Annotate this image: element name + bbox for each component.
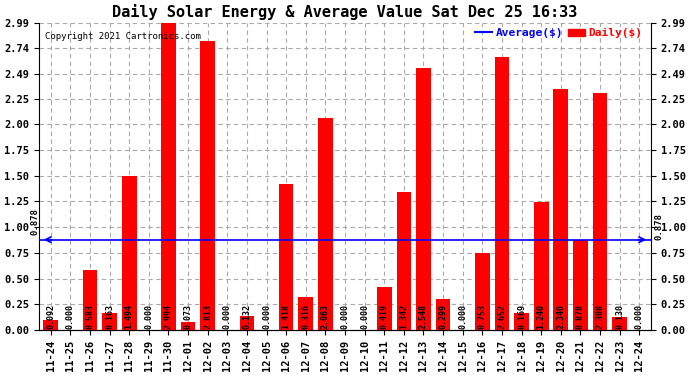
Bar	[161, 22, 176, 330]
Text: 0.000: 0.000	[144, 304, 153, 329]
Text: 0.163: 0.163	[105, 304, 114, 329]
Text: 0.753: 0.753	[478, 304, 487, 329]
Bar	[593, 93, 607, 330]
Bar	[279, 184, 293, 330]
Text: 0.000: 0.000	[340, 304, 350, 329]
Bar	[43, 320, 58, 330]
Bar	[573, 240, 588, 330]
Bar	[495, 57, 509, 330]
Text: 2.994: 2.994	[164, 304, 173, 329]
Bar	[514, 312, 529, 330]
Bar	[534, 202, 549, 330]
Text: 0.316: 0.316	[302, 304, 310, 329]
Text: 0.000: 0.000	[360, 304, 369, 329]
Text: 0.000: 0.000	[458, 304, 467, 329]
Text: 0.073: 0.073	[184, 304, 193, 329]
Bar	[475, 252, 490, 330]
Text: 0.299: 0.299	[439, 304, 448, 329]
Text: 0.130: 0.130	[615, 304, 624, 329]
Text: 2.308: 2.308	[595, 304, 604, 329]
Text: 2.652: 2.652	[497, 304, 506, 329]
Text: 1.342: 1.342	[400, 304, 408, 329]
Bar	[377, 287, 392, 330]
Bar	[298, 297, 313, 330]
Text: 2.548: 2.548	[419, 304, 428, 329]
Text: 0.092: 0.092	[46, 304, 55, 329]
Text: 0.169: 0.169	[517, 304, 526, 329]
Text: 0.000: 0.000	[635, 304, 644, 329]
Bar	[612, 316, 627, 330]
Bar	[436, 299, 451, 330]
Text: 0.583: 0.583	[86, 304, 95, 329]
Bar	[553, 90, 568, 330]
Bar	[122, 176, 137, 330]
Bar	[200, 41, 215, 330]
Text: 0.000: 0.000	[262, 304, 271, 329]
Text: 0.878: 0.878	[576, 304, 585, 329]
Text: 0.878: 0.878	[30, 208, 39, 234]
Text: Copyright 2021 Cartronics.com: Copyright 2021 Cartronics.com	[45, 32, 201, 41]
Bar	[102, 313, 117, 330]
Text: 1.418: 1.418	[282, 304, 290, 329]
Text: 0.000: 0.000	[66, 304, 75, 329]
Bar	[181, 322, 195, 330]
Text: 0.419: 0.419	[380, 304, 388, 329]
Text: 0.000: 0.000	[223, 304, 232, 329]
Text: 2.813: 2.813	[203, 304, 212, 329]
Text: 1.494: 1.494	[125, 304, 134, 329]
Bar	[318, 118, 333, 330]
Text: 1.240: 1.240	[537, 304, 546, 329]
Bar	[239, 316, 254, 330]
Title: Daily Solar Energy & Average Value Sat Dec 25 16:33: Daily Solar Energy & Average Value Sat D…	[112, 4, 578, 20]
Text: 0.132: 0.132	[242, 304, 251, 329]
Text: 0.878: 0.878	[654, 213, 663, 240]
Bar	[397, 192, 411, 330]
Bar	[83, 270, 97, 330]
Text: 2.063: 2.063	[321, 304, 330, 329]
Text: 2.340: 2.340	[556, 304, 565, 329]
Legend: Average($), Daily($): Average($), Daily($)	[475, 28, 642, 38]
Bar	[416, 68, 431, 330]
